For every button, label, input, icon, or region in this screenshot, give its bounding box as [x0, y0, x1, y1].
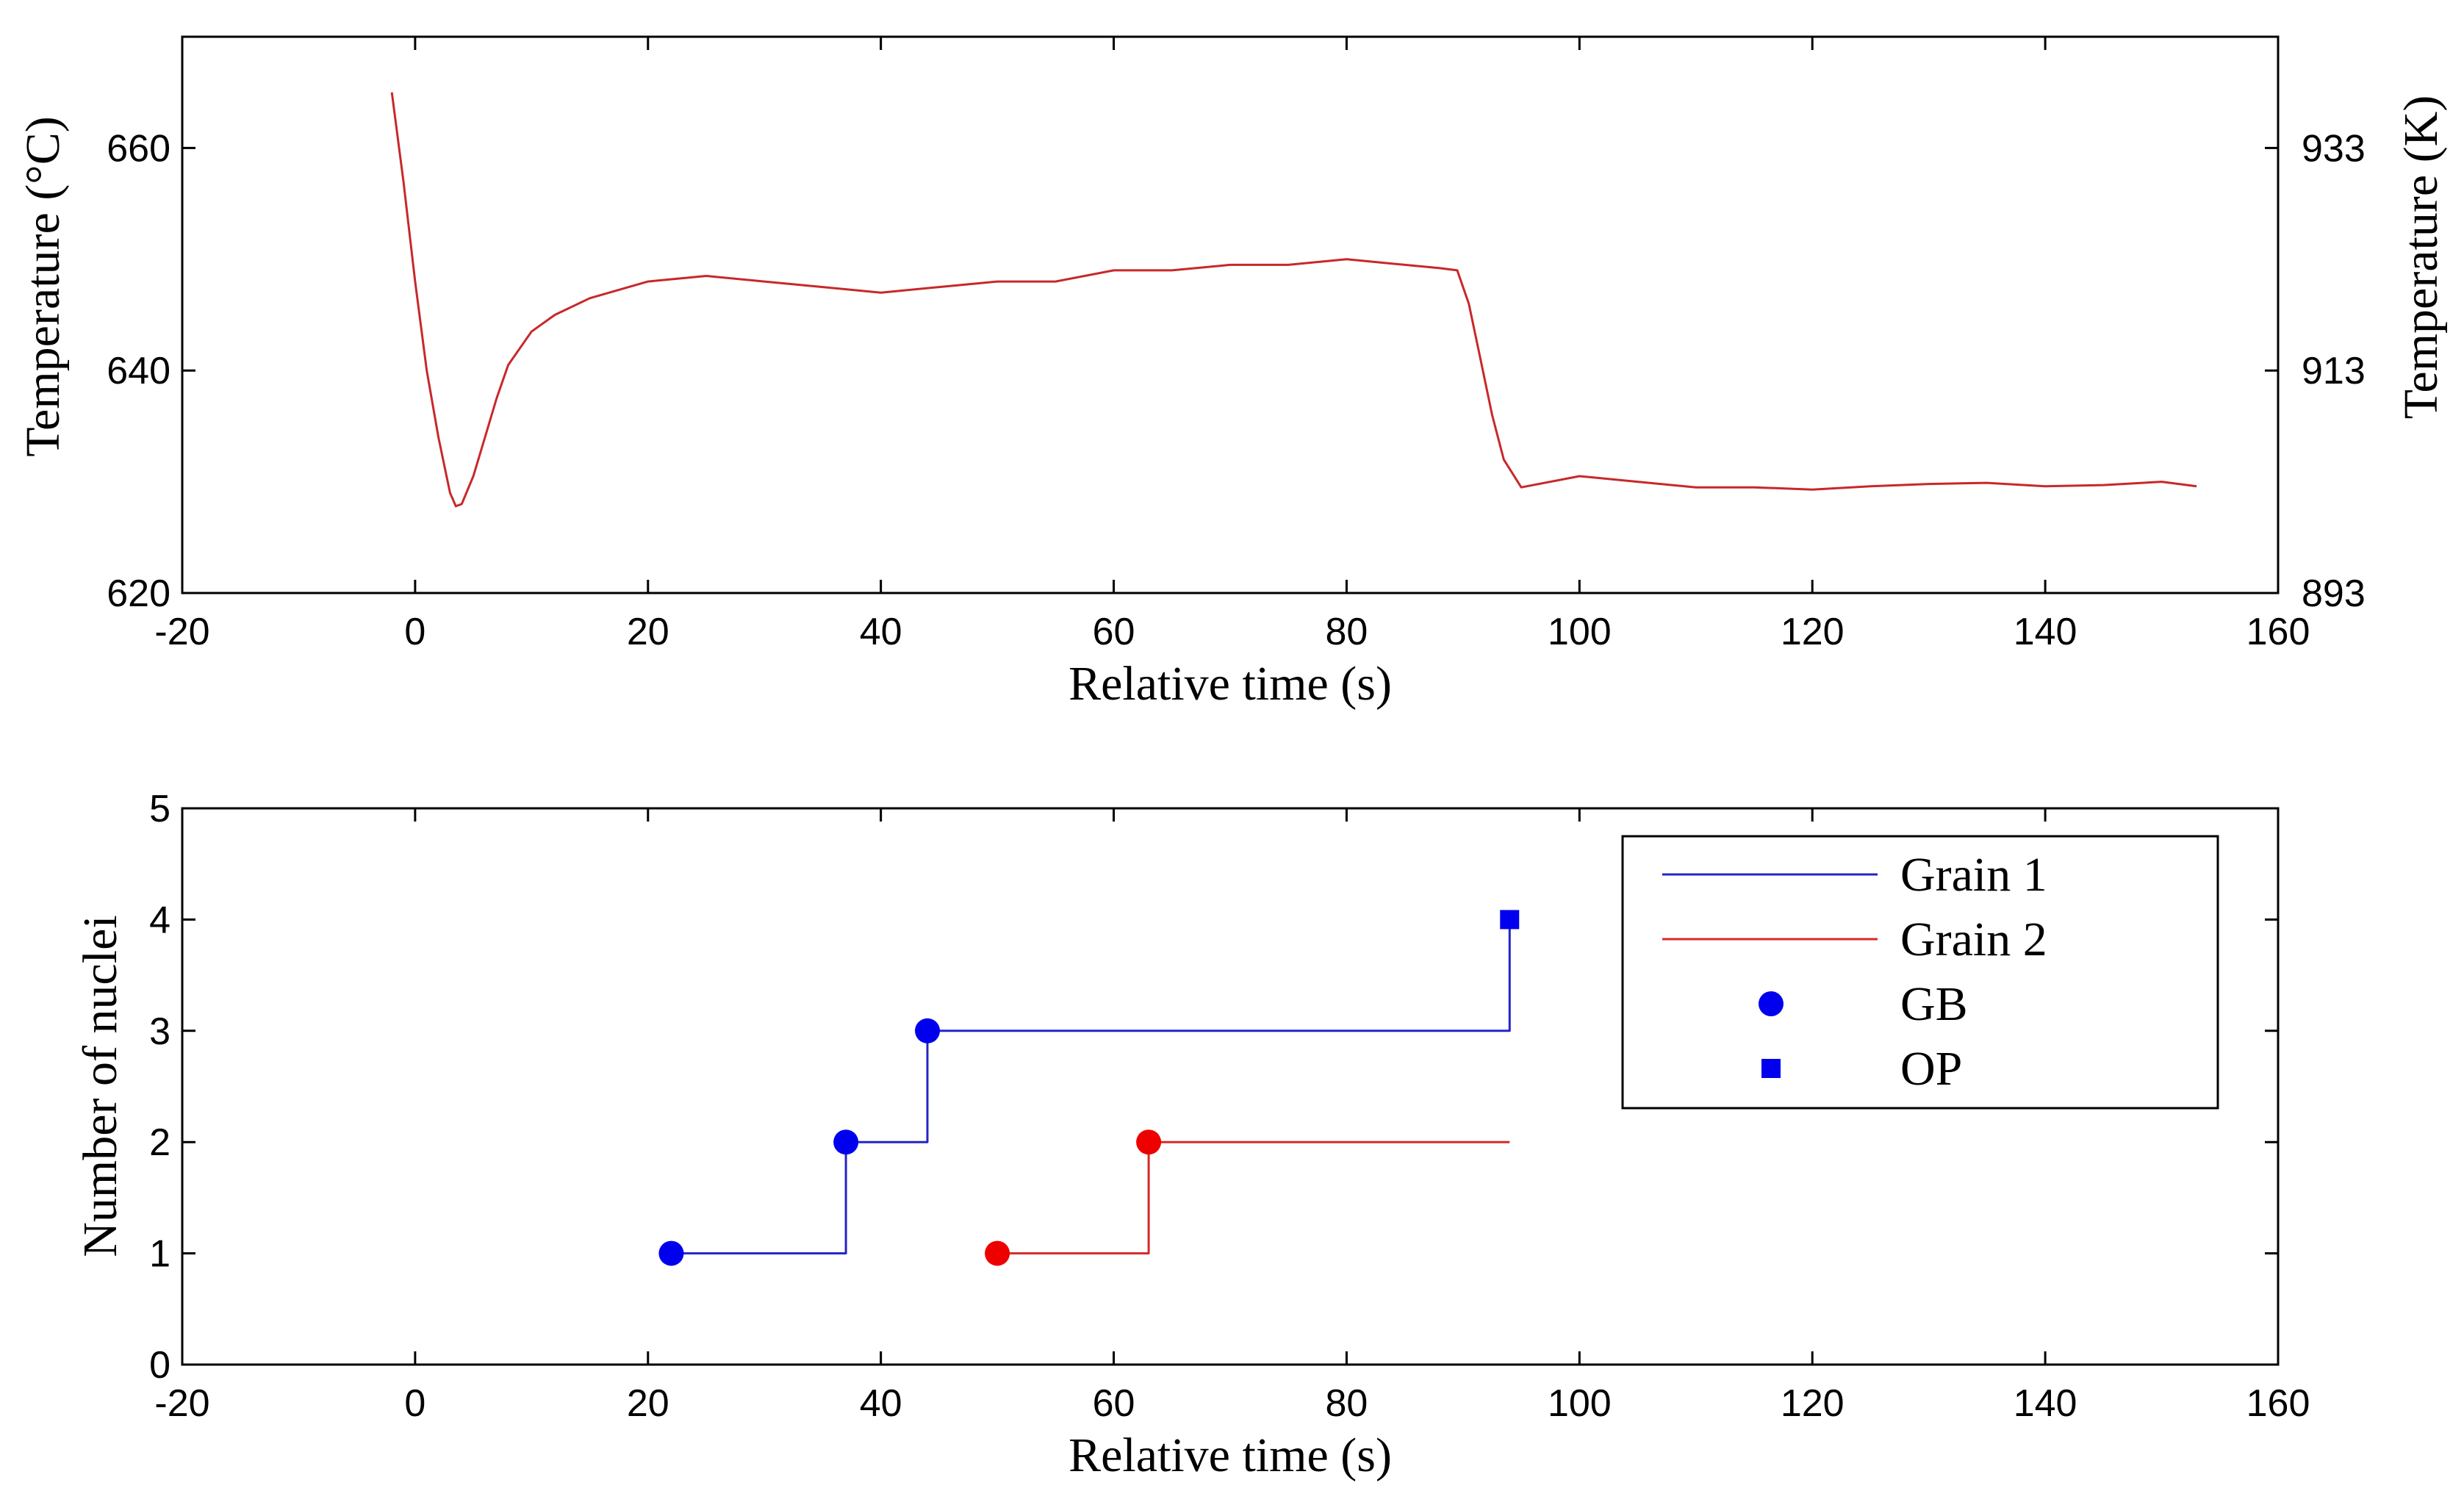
legend-gb-label: GB	[1900, 977, 1968, 1031]
nuclei-series	[658, 910, 1520, 1266]
temperature-right-y-tick-label: 933	[2302, 127, 2366, 170]
nuclei-y-axis-title: Number of nuclei	[73, 915, 127, 1257]
nuclei-x-tick-label: 160	[2246, 1382, 2310, 1425]
nuclei-x-tick-label: -20	[154, 1382, 209, 1425]
temperature-y-axis-title: Temperature (°C)	[16, 116, 70, 456]
temperature-chart: -20 0 20 40 60 80 100 120 140 160 620 893 640 913 660 9…	[16, 35, 2448, 711]
nuclei-x-tick-label: 40	[860, 1382, 902, 1425]
nuclei-y-tick-label: 1	[149, 1233, 170, 1276]
temperature-tick-labels: -20 0 20 40 60 80 100 120 140 160 620 893 640 913 660 9…	[107, 127, 2366, 653]
gb-marker	[658, 1240, 684, 1266]
temperature-y-tick-label: 620	[107, 572, 170, 615]
legend-grain-1-label: Grain 1	[1900, 848, 2047, 902]
nuclei-x-tick-label: 120	[1781, 1382, 1845, 1425]
temperature-y-tick-label: 640	[107, 350, 170, 392]
gb-marker	[833, 1129, 859, 1155]
legend-op-label: OP	[1900, 1042, 1962, 1096]
temperature-ticks	[181, 37, 2280, 594]
temperature-x-axis-title: Relative time (s)	[1068, 657, 1392, 711]
temperature-right-y-tick-label: 913	[2302, 350, 2366, 392]
legend: Grain 1 Grain 2 GB OP	[1621, 835, 2219, 1110]
nuclei-y-tick-label: 3	[149, 1010, 170, 1053]
nuclei-x-tick-label: 80	[1326, 1382, 1368, 1425]
temperature-x-tick-label: 140	[2014, 611, 2077, 653]
nuclei-y-tick-label: 2	[149, 1121, 170, 1164]
nuclei-ticks	[181, 807, 2280, 1366]
temperature-x-tick-label: 100	[1548, 611, 1612, 653]
temperature-right-y-axis-title: Temperature (K)	[2394, 96, 2448, 420]
temperature-plot-frame	[181, 35, 2280, 594]
temperature-line	[390, 92, 2197, 508]
grain-2-line	[997, 1140, 1510, 1255]
legend-op-marker	[1761, 1059, 1781, 1078]
legend-gb-marker	[1759, 991, 1784, 1016]
nuclei-y-tick-label: 0	[149, 1344, 170, 1387]
op-marker	[1500, 910, 1520, 930]
nuclei-x-tick-label: 140	[2014, 1382, 2077, 1425]
temperature-x-tick-label: -20	[154, 611, 209, 653]
gb-marker	[915, 1018, 941, 1043]
legend-grain-2-label: Grain 2	[1900, 913, 2047, 966]
temperature-x-tick-label: 60	[1093, 611, 1135, 653]
nuclei-y-tick-label: 4	[149, 899, 170, 941]
temperature-right-y-tick-label: 893	[2302, 572, 2366, 615]
temperature-x-tick-label: 0	[404, 611, 425, 653]
nuclei-plot-frame	[181, 807, 2280, 1366]
nuclei-x-tick-label: 20	[627, 1382, 669, 1425]
nuclei-x-tick-label: 60	[1093, 1382, 1135, 1425]
nuclei-y-tick-label: 5	[149, 788, 170, 830]
grain-1-line	[671, 919, 1511, 1255]
nuclei-x-tick-label: 100	[1548, 1382, 1612, 1425]
gb-marker	[1136, 1129, 1162, 1155]
temperature-series	[390, 92, 2197, 508]
temperature-x-tick-label: 40	[860, 611, 902, 653]
temperature-x-tick-label: 160	[2246, 611, 2310, 653]
temperature-x-tick-label: 120	[1781, 611, 1845, 653]
temperature-y-tick-label: 660	[107, 127, 170, 170]
gb-marker	[985, 1240, 1010, 1266]
temperature-x-tick-label: 80	[1326, 611, 1368, 653]
nuclei-x-axis-title: Relative time (s)	[1068, 1429, 1392, 1482]
legend-box	[1621, 835, 2219, 1110]
nuclei-x-tick-label: 0	[404, 1382, 425, 1425]
temperature-x-tick-label: 20	[627, 611, 669, 653]
